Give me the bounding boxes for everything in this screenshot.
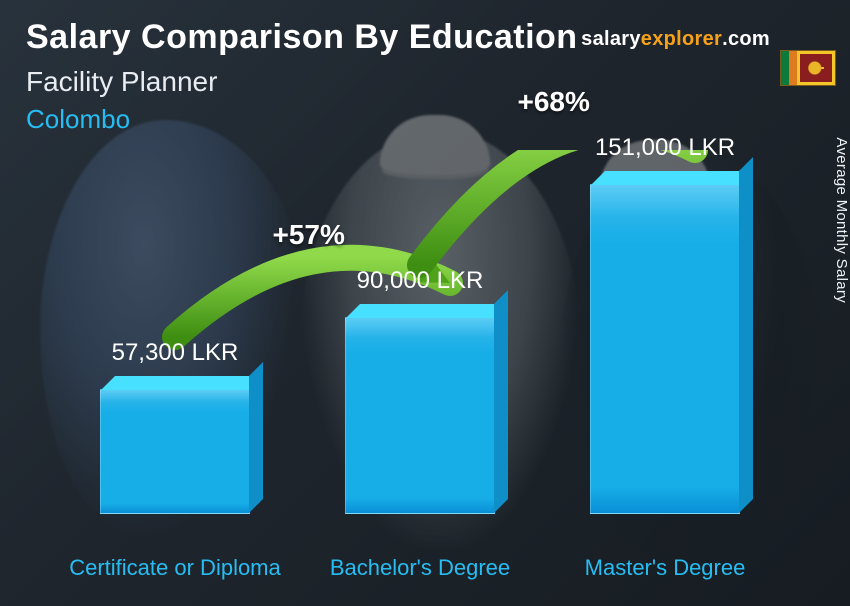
jump-label: +57% (273, 219, 345, 251)
brand-text-accent: explorer (641, 28, 722, 50)
brand-text-suffix: .com (722, 28, 770, 50)
y-axis-label: Average Monthly Salary (834, 137, 850, 303)
stage: Salary Comparison By Education Facility … (0, 0, 850, 606)
bar: 151,000 LKRMaster's Degree (590, 184, 740, 514)
bar-category-label: Master's Degree (555, 555, 775, 580)
page-city: Colombo (26, 104, 130, 135)
bar: 57,300 LKRCertificate or Diploma (100, 389, 250, 514)
flag-icon (780, 50, 836, 86)
jump-label: +68% (518, 86, 590, 118)
bar-value: 90,000 LKR (290, 267, 550, 295)
bar-value: 151,000 LKR (535, 134, 795, 162)
bar-body (100, 389, 250, 514)
bar-body (345, 317, 495, 514)
bar-body (590, 184, 740, 514)
bar-category-label: Certificate or Diploma (65, 555, 285, 580)
bar-category-label: Bachelor's Degree (310, 555, 530, 580)
brand-text-plain: salary (581, 28, 641, 50)
bar: 90,000 LKRBachelor's Degree (345, 317, 495, 514)
bar-value: 57,300 LKR (45, 339, 305, 367)
page-title: Salary Comparison By Education (26, 18, 578, 57)
page-subtitle: Facility Planner (26, 66, 217, 98)
bar-chart: 57,300 LKRCertificate or Diploma90,000 L… (0, 150, 810, 586)
brand-logo: salaryexplorer.com (581, 28, 770, 51)
